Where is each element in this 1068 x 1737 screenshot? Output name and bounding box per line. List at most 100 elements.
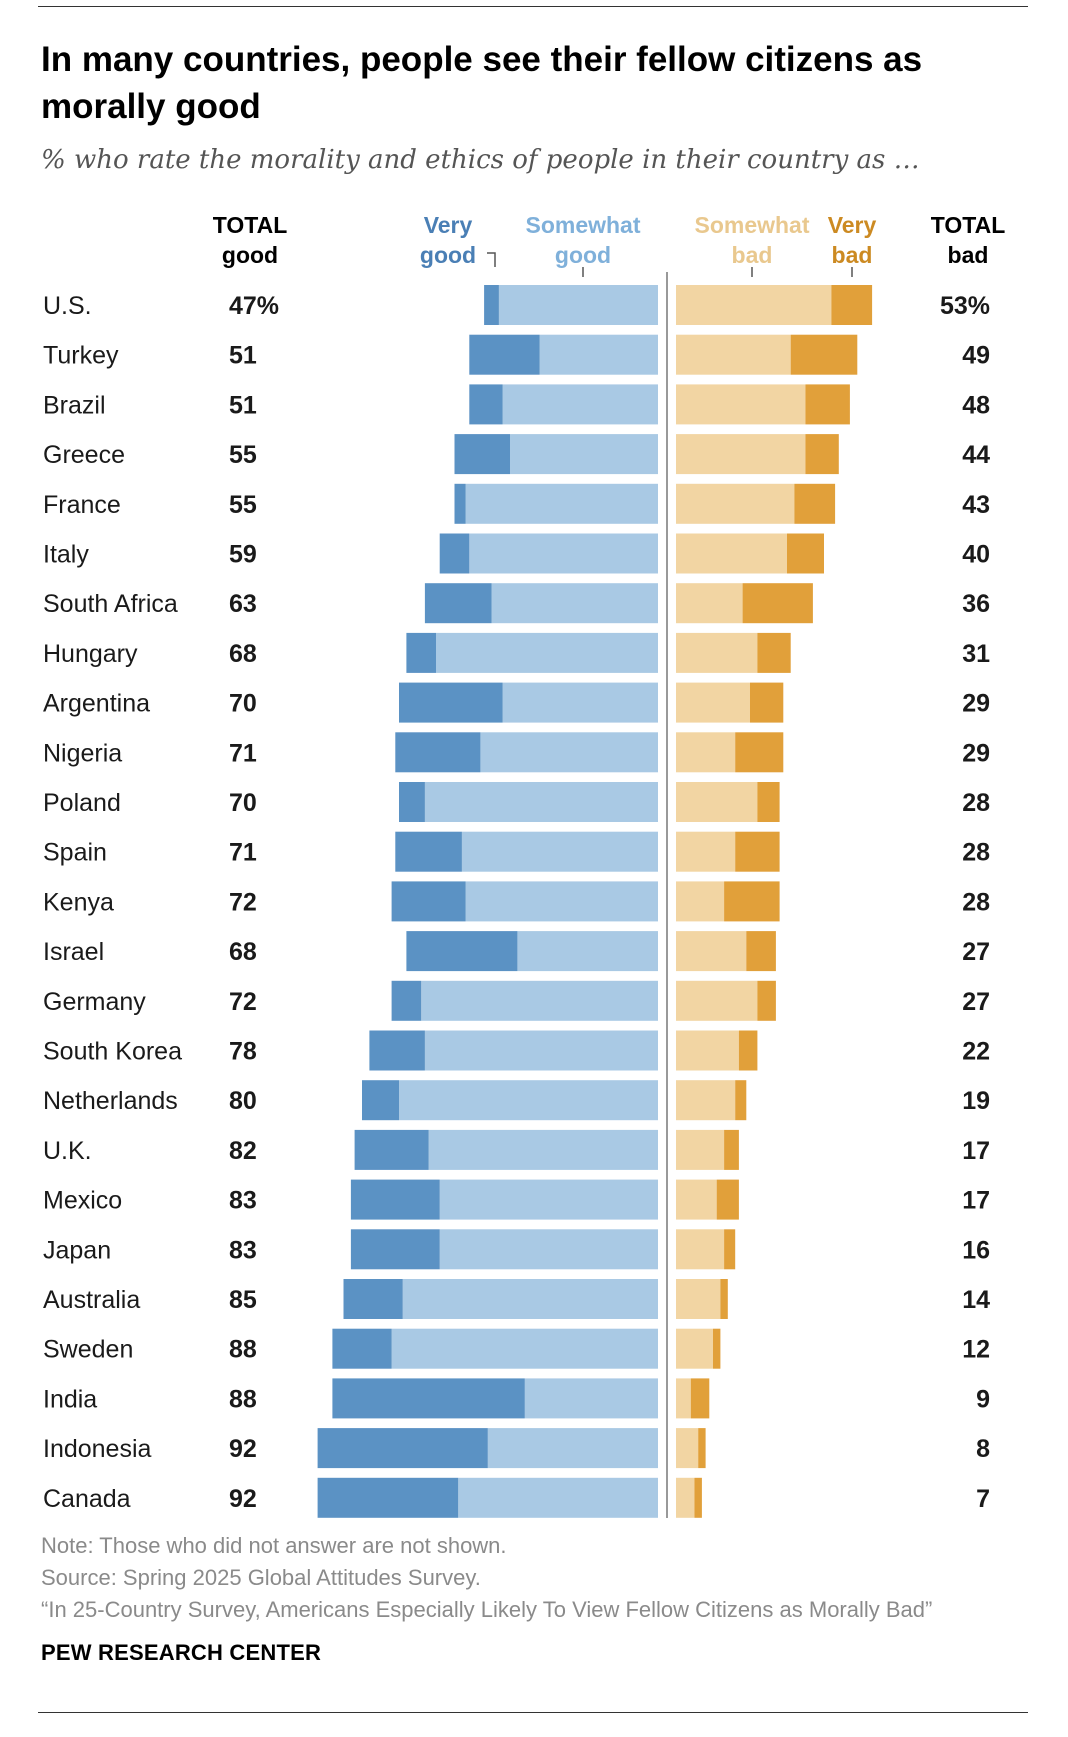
- bar-very-bad: [831, 285, 873, 325]
- total-bad-value: 48: [962, 391, 990, 419]
- total-bad-value: 16: [962, 1236, 990, 1264]
- bar-very-good: [454, 434, 510, 475]
- bar-somewhat-bad: [676, 1030, 739, 1071]
- total-good-value: 51: [229, 391, 257, 419]
- bar-somewhat-bad: [676, 632, 758, 673]
- total-good-value: 83: [229, 1236, 257, 1264]
- bar-very-bad: [735, 831, 780, 872]
- total-good-value: 55: [229, 491, 257, 519]
- header-somewhat-good-line1: Somewhat: [525, 212, 640, 238]
- bar-very-good: [391, 980, 422, 1021]
- bar-very-good: [469, 334, 540, 375]
- bar-very-good: [439, 533, 470, 574]
- bar-somewhat-good: [424, 1030, 658, 1071]
- header-total-bad-line2: bad: [948, 242, 989, 268]
- country-label: Italy: [43, 541, 89, 569]
- bar-very-bad: [716, 1179, 739, 1220]
- total-bad-value: 28: [962, 789, 990, 817]
- chart-row: South Africa 63 36: [43, 583, 990, 624]
- bar-very-good: [406, 931, 518, 972]
- bar-somewhat-good: [465, 483, 658, 524]
- total-good-value: 51: [229, 342, 257, 370]
- chart-row: Brazil 51 48: [43, 384, 990, 425]
- bar-somewhat-bad: [676, 384, 806, 425]
- bar-very-bad: [757, 632, 791, 673]
- total-good-value: 78: [229, 1038, 257, 1066]
- bar-very-bad: [805, 434, 839, 475]
- total-bad-value: 14: [962, 1286, 990, 1314]
- bar-very-good: [424, 583, 492, 624]
- bar-very-bad: [750, 682, 784, 723]
- total-bad-value: 22: [962, 1038, 990, 1066]
- header-total-good-line2: good: [222, 242, 278, 268]
- total-bad-value: 28: [962, 888, 990, 916]
- bar-somewhat-good: [465, 881, 658, 922]
- bar-very-good: [354, 1129, 429, 1170]
- chart-row: Turkey 51 49: [43, 334, 990, 375]
- country-label: Poland: [43, 789, 121, 817]
- column-headers: TOTAL good Very good Somewhat good Somew…: [213, 212, 1005, 277]
- total-bad-value: 19: [962, 1087, 990, 1115]
- chart-subtitle: % who rate the morality and ethics of pe…: [41, 145, 920, 175]
- total-bad-value: 8: [976, 1435, 990, 1463]
- bar-very-bad: [742, 583, 813, 624]
- total-good-value: 70: [229, 690, 257, 718]
- bar-very-good: [484, 285, 499, 325]
- bar-somewhat-good: [436, 632, 658, 673]
- bar-somewhat-bad: [676, 881, 725, 922]
- total-good-value: 85: [229, 1286, 257, 1314]
- chart-title: In many countries, people see their fell…: [41, 40, 923, 126]
- total-bad-value: 7: [976, 1485, 990, 1513]
- country-label: Hungary: [43, 640, 138, 668]
- total-good-value: 92: [229, 1435, 257, 1463]
- country-label: Greece: [43, 441, 125, 469]
- total-bad-value: 17: [962, 1137, 990, 1165]
- bar-very-good: [469, 384, 503, 425]
- total-good-value: 47%: [229, 292, 279, 320]
- bar-somewhat-good: [480, 732, 658, 773]
- country-label: South Korea: [43, 1038, 182, 1066]
- chart-row: U.S. 47% 53%: [43, 285, 990, 325]
- bar-very-bad: [794, 483, 836, 524]
- bar-very-good: [454, 483, 466, 524]
- bar-somewhat-bad: [676, 782, 758, 822]
- bar-somewhat-good: [539, 334, 658, 375]
- country-label: Japan: [43, 1236, 111, 1264]
- total-bad-value: 49: [962, 342, 990, 370]
- bar-very-bad: [724, 881, 780, 922]
- bar-somewhat-good: [498, 285, 658, 325]
- bar-somewhat-bad: [676, 285, 832, 325]
- bar-very-good: [362, 1080, 399, 1121]
- chart-row: Argentina 70 29: [43, 682, 990, 723]
- chart-row: Indonesia 92 8: [43, 1428, 990, 1469]
- country-label: Nigeria: [43, 739, 122, 767]
- country-label: France: [43, 491, 121, 519]
- country-label: Australia: [43, 1286, 140, 1314]
- country-label: Argentina: [43, 690, 150, 718]
- total-good-value: 59: [229, 541, 257, 569]
- chart-row: India 88 9: [43, 1378, 990, 1419]
- bar-somewhat-bad: [676, 732, 736, 773]
- top-rule: [38, 6, 1028, 7]
- bar-somewhat-good: [424, 782, 658, 822]
- bar-very-good: [391, 881, 466, 922]
- header-somewhat-bad-line1: Somewhat: [694, 212, 809, 238]
- bar-somewhat-bad: [676, 682, 750, 723]
- chart-row: Spain 71 28: [43, 831, 990, 872]
- bar-somewhat-bad: [676, 1477, 695, 1518]
- bar-somewhat-good: [399, 1080, 658, 1121]
- total-good-value: 72: [229, 888, 257, 916]
- footer: Note: Those who did not answer are not s…: [41, 1530, 932, 1626]
- chart-row: Germany 72 27: [43, 980, 990, 1021]
- chart-row: Japan 83 16: [43, 1229, 990, 1270]
- country-label: Sweden: [43, 1336, 133, 1364]
- bar-very-bad: [724, 1129, 739, 1170]
- bar-very-bad: [757, 782, 780, 822]
- bar-somewhat-bad: [676, 980, 758, 1021]
- country-label: U.S.: [43, 292, 92, 320]
- bar-somewhat-good: [439, 1179, 658, 1220]
- chart-row: Sweden 88 12: [43, 1328, 990, 1369]
- bar-very-bad: [735, 1080, 747, 1121]
- bar-somewhat-good: [421, 980, 658, 1021]
- total-bad-value: 27: [962, 988, 990, 1016]
